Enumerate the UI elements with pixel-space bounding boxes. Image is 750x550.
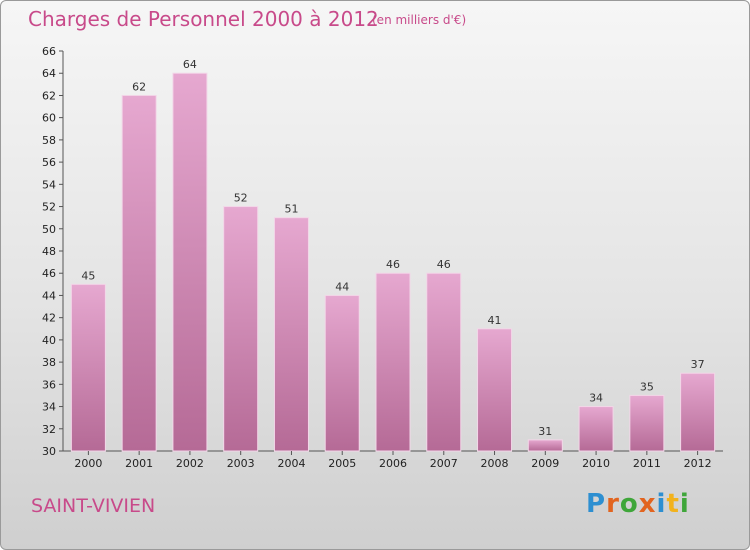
logo-letter: r bbox=[606, 489, 620, 519]
y-tick-label: 52 bbox=[42, 201, 56, 214]
chart-title: Charges de Personnel 2000 à 2012 bbox=[28, 7, 379, 31]
logo-letter: i bbox=[679, 489, 690, 519]
x-tick-label: 2009 bbox=[531, 457, 559, 470]
y-tick-label: 36 bbox=[42, 378, 56, 391]
bar bbox=[426, 272, 462, 452]
logo-letter: t bbox=[666, 489, 680, 519]
logo-letter: o bbox=[619, 489, 639, 519]
data-label: 41 bbox=[488, 314, 502, 327]
bar bbox=[121, 94, 157, 452]
y-tick-label: 44 bbox=[42, 289, 56, 302]
y-tick-label: 30 bbox=[42, 445, 56, 458]
bar bbox=[578, 406, 614, 452]
logo-letter: i bbox=[656, 489, 667, 519]
data-label: 44 bbox=[335, 280, 349, 293]
y-tick-label: 40 bbox=[42, 334, 56, 347]
x-tick-label: 2006 bbox=[379, 457, 407, 470]
y-tick-label: 56 bbox=[42, 156, 56, 169]
y-tick-label: 66 bbox=[42, 45, 56, 58]
y-tick-label: 34 bbox=[42, 401, 56, 414]
bar bbox=[273, 217, 309, 452]
bar bbox=[680, 372, 716, 452]
data-label: 64 bbox=[183, 58, 197, 71]
y-tick-label: 46 bbox=[42, 267, 56, 280]
x-tick-label: 2005 bbox=[328, 457, 356, 470]
y-tick-label: 62 bbox=[42, 89, 56, 102]
place-name: SAINT-VIVIEN bbox=[31, 495, 156, 517]
y-tick-label: 54 bbox=[42, 178, 56, 191]
chart-subtitle: (en milliers d'€) bbox=[372, 13, 467, 27]
x-tick-label: 2010 bbox=[582, 457, 610, 470]
y-tick-label: 38 bbox=[42, 356, 56, 369]
y-tick-label: 50 bbox=[42, 223, 56, 236]
bar bbox=[375, 272, 411, 452]
logo-letter: x bbox=[638, 489, 657, 519]
data-label: 35 bbox=[640, 380, 654, 393]
x-tick-label: 2001 bbox=[125, 457, 153, 470]
data-label: 45 bbox=[81, 269, 95, 282]
y-tick-label: 60 bbox=[42, 112, 56, 125]
x-tick-label: 2002 bbox=[176, 457, 204, 470]
x-tick-label: 2000 bbox=[74, 457, 102, 470]
bar bbox=[172, 72, 208, 452]
bar bbox=[527, 439, 563, 452]
y-tick-label: 64 bbox=[42, 67, 56, 80]
y-tick-label: 48 bbox=[42, 245, 56, 258]
data-label: 46 bbox=[437, 258, 451, 271]
y-tick-label: 32 bbox=[42, 423, 56, 436]
bar bbox=[324, 294, 360, 452]
bar bbox=[223, 206, 259, 452]
x-tick-label: 2003 bbox=[227, 457, 255, 470]
data-label: 46 bbox=[386, 258, 400, 271]
data-label: 31 bbox=[538, 425, 552, 438]
data-label: 52 bbox=[234, 192, 248, 205]
x-tick-label: 2007 bbox=[430, 457, 458, 470]
data-label: 51 bbox=[284, 203, 298, 216]
proxiti-logo: Proxiti bbox=[586, 489, 690, 519]
y-tick-label: 42 bbox=[42, 312, 56, 325]
x-tick-label: 2004 bbox=[277, 457, 305, 470]
x-tick-label: 2011 bbox=[633, 457, 661, 470]
y-tick-label: 58 bbox=[42, 134, 56, 147]
logo-letter: P bbox=[586, 489, 607, 519]
x-tick-label: 2008 bbox=[481, 457, 509, 470]
bar bbox=[70, 283, 106, 452]
bar bbox=[629, 394, 665, 452]
x-tick-label: 2012 bbox=[684, 457, 712, 470]
data-label: 62 bbox=[132, 80, 146, 93]
data-label: 37 bbox=[691, 358, 705, 371]
data-label: 34 bbox=[589, 392, 603, 405]
bar bbox=[477, 328, 513, 452]
